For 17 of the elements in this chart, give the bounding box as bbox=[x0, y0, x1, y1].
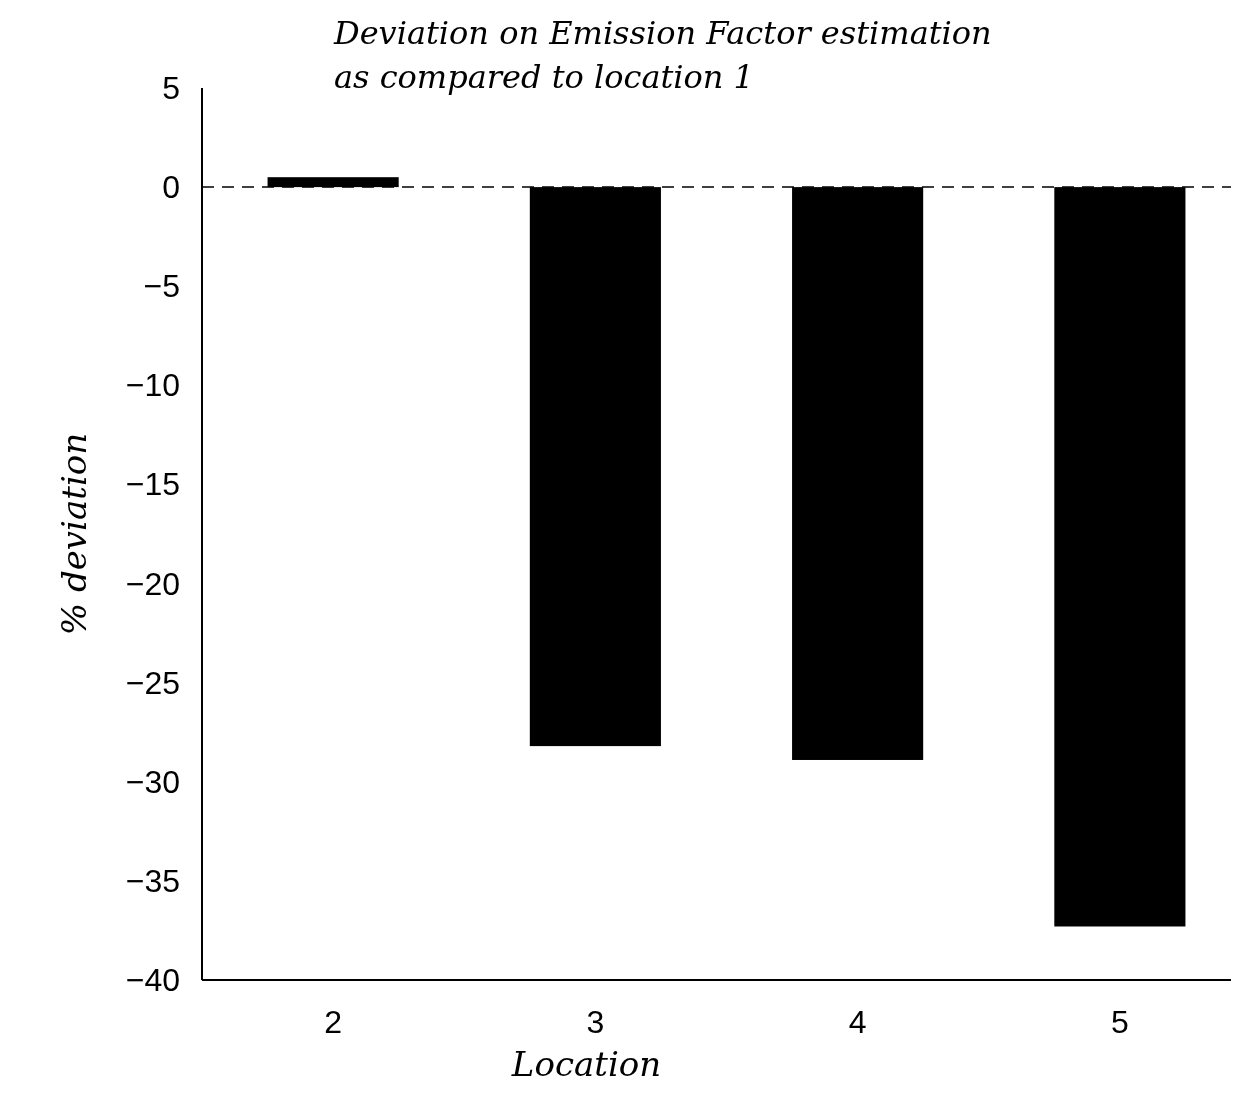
y-tick-label: −25 bbox=[125, 664, 180, 701]
x-tick-label: 4 bbox=[848, 1004, 867, 1040]
y-tick-label: −5 bbox=[143, 268, 180, 305]
y-tick-label: −20 bbox=[125, 565, 180, 602]
y-tick-label: −35 bbox=[125, 862, 180, 899]
x-tick-label: 3 bbox=[586, 1004, 605, 1040]
x-tick-label: 2 bbox=[324, 1004, 343, 1040]
y-axis-title: % deviation bbox=[54, 432, 94, 636]
chart-title: Deviation on Emission Factor estimation as compared to location 1 bbox=[333, 14, 992, 96]
y-tick-label: 0 bbox=[162, 169, 180, 206]
y-tick-label: 5 bbox=[162, 70, 180, 106]
y-tick-label: −30 bbox=[125, 763, 180, 800]
x-tick-label: 5 bbox=[1110, 1004, 1129, 1040]
y-tick-label: −15 bbox=[125, 466, 180, 503]
y-tick-label: −40 bbox=[125, 962, 180, 998]
x-axis-title: Location bbox=[510, 1044, 662, 1084]
y-tick-label: −10 bbox=[125, 367, 180, 404]
